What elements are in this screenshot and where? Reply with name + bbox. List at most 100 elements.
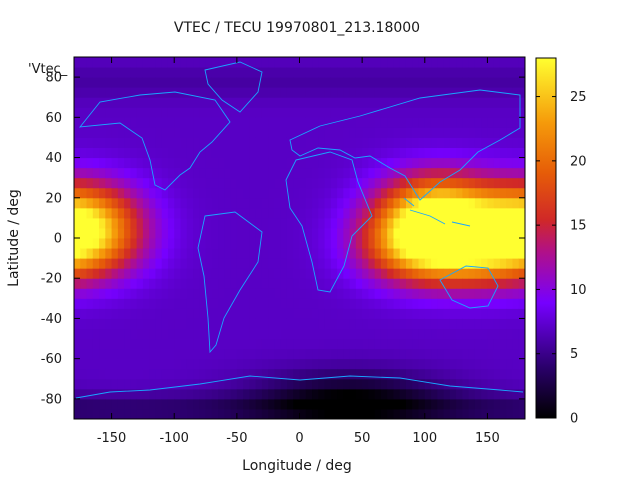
heatmap-cell <box>199 117 207 128</box>
heatmap-cell <box>111 167 119 179</box>
heatmap-cell <box>205 338 213 350</box>
heatmap-cell <box>199 227 207 239</box>
heatmap-cell <box>249 217 257 229</box>
heatmap-cell <box>286 117 294 128</box>
heatmap-cell <box>167 348 175 360</box>
heatmap-cell <box>431 388 438 400</box>
heatmap-cell <box>105 258 113 269</box>
heatmap-cell <box>437 177 445 189</box>
heatmap-cell <box>330 378 338 390</box>
heatmap-cell <box>243 187 250 199</box>
heatmap-cell <box>305 207 313 219</box>
heatmap-cell <box>236 187 244 199</box>
heatmap-cell <box>117 167 125 179</box>
heatmap-cell <box>99 238 106 249</box>
heatmap-cell <box>412 378 420 390</box>
heatmap-cell <box>261 57 269 68</box>
heatmap-cell <box>111 117 119 128</box>
heatmap-cell <box>268 147 275 159</box>
heatmap-cell <box>324 348 332 360</box>
heatmap-cell <box>149 338 156 350</box>
heatmap-cell <box>280 368 288 380</box>
heatmap-cell <box>337 238 344 249</box>
heatmap-cell <box>449 358 457 370</box>
heatmap-cell <box>211 147 219 159</box>
colorbar-tick-label: 20 <box>570 154 587 169</box>
heatmap-cell <box>142 328 150 340</box>
heatmap-cell <box>124 177 131 189</box>
heatmap-cell <box>130 278 138 289</box>
heatmap-cell <box>312 248 319 259</box>
heatmap-cell <box>468 197 476 209</box>
heatmap-cell <box>92 227 100 239</box>
heatmap-cell <box>355 308 363 319</box>
heatmap-cell <box>105 97 113 108</box>
heatmap-cell <box>180 278 188 289</box>
heatmap-cell <box>280 358 288 370</box>
heatmap-cell <box>249 197 257 209</box>
heatmap-cell <box>167 388 175 400</box>
heatmap-cell <box>149 348 156 360</box>
heatmap-cell <box>518 217 525 229</box>
heatmap-cell <box>424 197 432 209</box>
heatmap-cell <box>493 338 501 350</box>
heatmap-cell <box>130 358 138 370</box>
heatmap-cell <box>130 258 138 269</box>
heatmap-cell <box>136 217 144 229</box>
heatmap-cell <box>136 197 144 209</box>
heatmap-cell <box>493 348 501 360</box>
heatmap-cell <box>211 258 219 269</box>
heatmap-cell <box>186 157 194 169</box>
heatmap-cell <box>405 87 413 98</box>
heatmap-cell <box>318 197 326 209</box>
heatmap-cell <box>506 268 513 279</box>
heatmap-cell <box>193 278 200 289</box>
heatmap-cell <box>155 258 163 269</box>
heatmap-cell <box>205 368 213 380</box>
heatmap-cell <box>174 338 181 350</box>
heatmap-cell <box>293 187 300 199</box>
heatmap-cell <box>224 117 232 128</box>
heatmap-cell <box>255 348 263 360</box>
heatmap-cell <box>274 368 282 380</box>
heatmap-cell <box>293 318 300 329</box>
heatmap-cell <box>180 348 188 360</box>
heatmap-cell <box>349 248 357 259</box>
heatmap-cell <box>218 157 225 169</box>
heatmap-cell <box>431 318 438 329</box>
heatmap-cell <box>236 127 244 138</box>
heatmap-cell <box>280 308 288 319</box>
heatmap-cell <box>293 368 300 380</box>
heatmap-cell <box>424 308 432 319</box>
heatmap-cell <box>487 358 495 370</box>
heatmap-cell <box>299 328 307 340</box>
heatmap-cell <box>249 338 257 350</box>
heatmap-cell <box>387 268 394 279</box>
heatmap-cell <box>268 77 275 88</box>
heatmap-cell <box>161 298 169 309</box>
heatmap-cell <box>474 117 482 128</box>
heatmap-cell <box>343 358 351 370</box>
heatmap-cell <box>174 288 181 299</box>
heatmap-cell <box>343 408 351 419</box>
heatmap-cell <box>167 328 175 340</box>
heatmap-cell <box>249 388 257 400</box>
heatmap-cell <box>243 378 250 390</box>
heatmap-cell <box>211 398 219 410</box>
heatmap-cell <box>481 368 488 380</box>
heatmap-cell <box>92 358 100 370</box>
heatmap-cell <box>299 87 307 98</box>
heatmap-cell <box>142 288 150 299</box>
heatmap-cell <box>211 278 219 289</box>
heatmap-cell <box>130 227 138 239</box>
heatmap-cell <box>268 388 275 400</box>
heatmap-cell <box>230 57 238 68</box>
heatmap-cell <box>174 378 181 390</box>
heatmap-cell <box>161 398 169 410</box>
heatmap-cell <box>293 107 300 118</box>
heatmap-cell <box>462 238 470 249</box>
heatmap-cell <box>99 217 106 229</box>
heatmap-cell <box>318 87 326 98</box>
heatmap-cell <box>155 338 163 350</box>
heatmap-cell <box>374 207 382 219</box>
